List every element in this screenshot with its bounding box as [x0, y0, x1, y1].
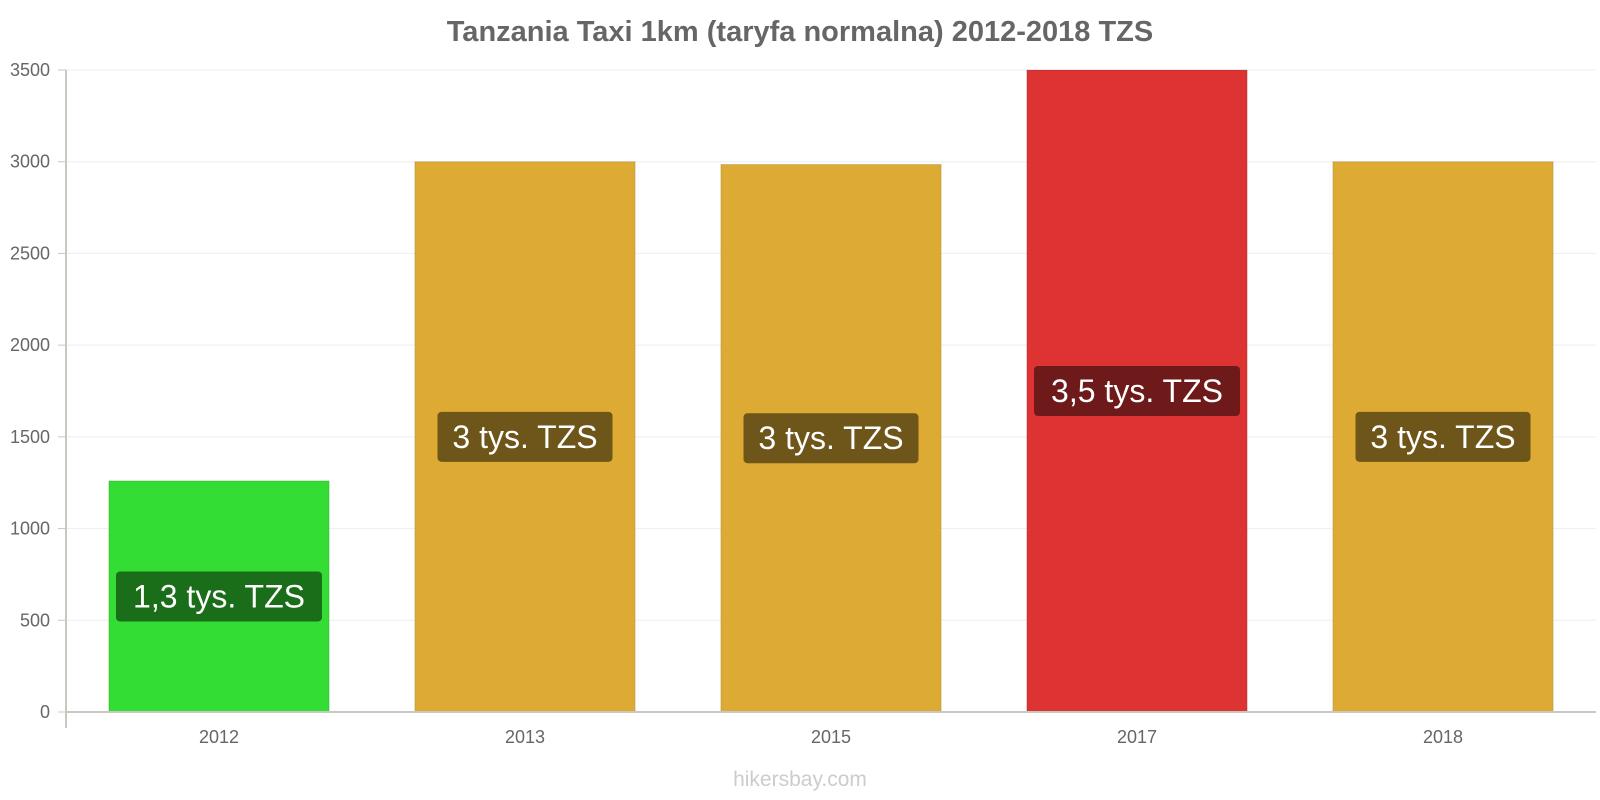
data-label-box: [437, 411, 613, 462]
y-tick-label: 2000: [10, 335, 50, 355]
x-tick-label: 2017: [1117, 727, 1157, 747]
y-tick-label: 3000: [10, 152, 50, 172]
bars: [108, 69, 1554, 713]
y-tick-label: 3500: [10, 60, 50, 80]
data-label: 1,3 tys. TZS: [133, 578, 305, 614]
y-tick-label: 2500: [10, 243, 50, 263]
y-tick-labels: 0 500 1000 1500 2000 2500 3000 3500: [10, 60, 50, 722]
data-label: 3 tys. TZS: [1370, 419, 1515, 455]
data-label-box: [1034, 366, 1240, 416]
x-tick-label: 2018: [1423, 727, 1463, 747]
y-tick-label: 0: [40, 702, 50, 722]
y-tick-label: 1500: [10, 427, 50, 447]
x-tick-labels: 2012 2013 2015 2017 2018: [199, 727, 1463, 747]
axes: [65, 70, 1596, 728]
y-tick-label: 500: [20, 610, 50, 630]
data-label-box: [743, 413, 919, 464]
data-label: 3 tys. TZS: [452, 419, 597, 455]
data-label: 3 tys. TZS: [758, 420, 903, 456]
data-label-box: [1355, 411, 1531, 462]
x-tick-label: 2012: [199, 727, 239, 747]
y-tick-label: 1000: [10, 519, 50, 539]
data-label-box: [116, 571, 322, 622]
data-label: 3,5 tys. TZS: [1051, 373, 1223, 409]
x-tick-label: 2013: [505, 727, 545, 747]
chart-title: Tanzania Taxi 1km (taryfa normalna) 2012…: [446, 16, 1154, 48]
x-tick-label: 2015: [811, 727, 851, 747]
watermark: hikersbay.com: [733, 768, 867, 791]
data-labels: 1,3 tys. TZS 3 tys. TZS 3 tys. TZS 3,5 tys.…: [116, 366, 1531, 622]
